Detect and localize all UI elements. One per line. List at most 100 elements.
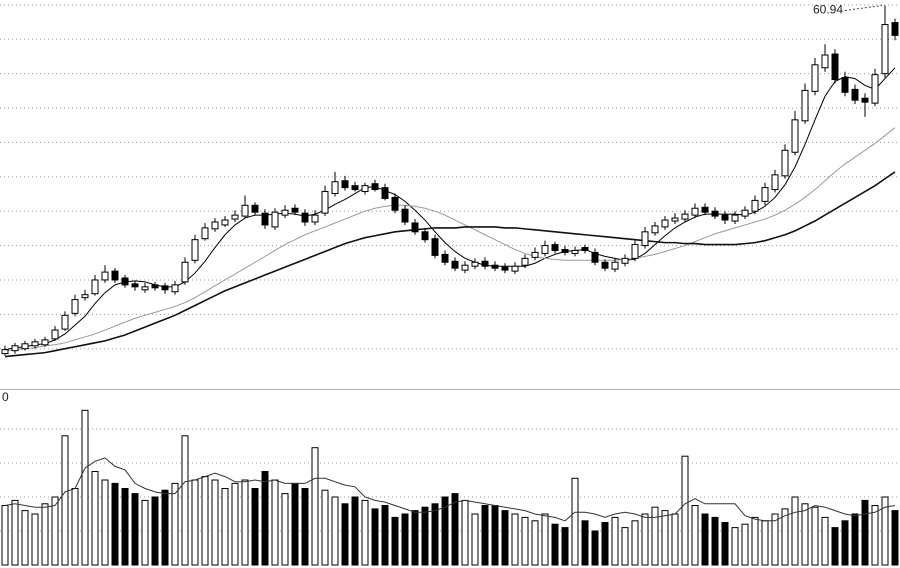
candle-body xyxy=(11,345,19,352)
candle-body xyxy=(891,22,899,36)
candle-body xyxy=(481,260,489,267)
high-annotation: 60.94 xyxy=(813,3,843,17)
candle-body xyxy=(301,212,309,223)
candle-body xyxy=(691,207,699,216)
volume-bar xyxy=(281,493,289,566)
candle-body xyxy=(571,249,579,254)
volume-bar xyxy=(431,503,439,566)
volume-bar xyxy=(621,527,629,566)
volume-bar xyxy=(681,455,689,566)
moving-average-line xyxy=(4,171,896,358)
volume-bar xyxy=(141,499,149,566)
candle-body xyxy=(281,209,289,216)
candle-body xyxy=(621,257,629,264)
volume-bar xyxy=(561,527,569,566)
candle-body xyxy=(371,183,379,191)
candle-body xyxy=(501,266,509,271)
candle-body xyxy=(771,174,779,191)
volume-bar xyxy=(31,513,39,566)
volume-bar xyxy=(201,476,209,566)
candle-body xyxy=(241,204,249,217)
volume-bar xyxy=(891,510,899,566)
volume-bar xyxy=(631,520,639,566)
candle-body xyxy=(861,97,869,103)
volume-bar xyxy=(211,479,219,566)
candle-body xyxy=(821,54,829,69)
volume-bar xyxy=(581,520,589,566)
candle-body xyxy=(631,244,639,259)
candle-body xyxy=(221,219,229,226)
volume-bar xyxy=(131,493,139,566)
volume-bar xyxy=(691,505,699,566)
candle-body xyxy=(491,264,499,269)
candle-body xyxy=(851,88,859,101)
moving-average-line xyxy=(4,457,896,522)
candle-body xyxy=(551,244,559,251)
volume-bar xyxy=(351,496,359,566)
volume-bar xyxy=(381,505,389,566)
volume-bar xyxy=(671,513,679,566)
volume-bar xyxy=(611,516,619,566)
volume-bar xyxy=(461,499,469,566)
volume-bar xyxy=(761,520,769,566)
volume-bar xyxy=(181,435,189,566)
volume-bar xyxy=(361,499,369,566)
volume-bar xyxy=(151,496,159,566)
volume-bar xyxy=(81,409,89,566)
volume-bar xyxy=(231,482,239,566)
candle-body xyxy=(251,204,259,213)
candle-body xyxy=(191,239,199,261)
volume-bar xyxy=(481,505,489,566)
candle-body xyxy=(801,89,809,122)
volume-bar xyxy=(171,482,179,566)
volume-bar xyxy=(241,479,249,566)
candle-body xyxy=(161,285,169,291)
volume-bar xyxy=(331,496,339,566)
volume-bar xyxy=(391,516,399,566)
volume-bar xyxy=(851,513,859,566)
volume-bar xyxy=(831,527,839,566)
candle-body xyxy=(581,247,589,251)
candle-body xyxy=(681,213,689,220)
volume-bar xyxy=(271,479,279,566)
candle-body xyxy=(271,211,279,228)
volume-bar xyxy=(811,506,819,566)
volume-bar xyxy=(781,508,789,566)
volume-bar xyxy=(871,505,879,566)
candle-body xyxy=(411,222,419,233)
candle-body xyxy=(541,245,549,254)
volume-bar xyxy=(511,513,519,566)
volume-bar xyxy=(471,513,479,566)
candle-body xyxy=(211,221,219,230)
candle-body xyxy=(361,185,369,193)
candle-body xyxy=(171,284,179,293)
candle-body xyxy=(261,212,269,226)
volume-bar xyxy=(661,510,669,566)
volume-bar xyxy=(731,527,739,566)
volume-bar xyxy=(701,513,709,566)
candle-body xyxy=(511,265,519,272)
candle-body xyxy=(291,207,299,213)
candle-body xyxy=(591,251,599,263)
candle-body xyxy=(201,227,209,240)
candle-body xyxy=(701,206,709,213)
candle-body xyxy=(91,279,99,295)
candle-body xyxy=(531,251,539,258)
candle-body xyxy=(711,210,719,217)
volume-bar xyxy=(711,516,719,566)
volume-bar xyxy=(11,499,19,566)
volume-bar xyxy=(401,513,409,566)
candle-body xyxy=(381,187,389,199)
candle-body xyxy=(471,261,479,267)
volume-bar xyxy=(541,513,549,566)
volume-bar xyxy=(721,522,729,566)
volume-bar xyxy=(41,503,49,566)
volume-bar xyxy=(341,503,349,566)
candle-body xyxy=(611,261,619,270)
candle-body xyxy=(661,219,669,228)
volume-bar xyxy=(291,482,299,566)
volume-bar xyxy=(441,496,449,566)
volume-axis-label: 0 xyxy=(2,390,9,404)
candle-body xyxy=(741,209,749,217)
